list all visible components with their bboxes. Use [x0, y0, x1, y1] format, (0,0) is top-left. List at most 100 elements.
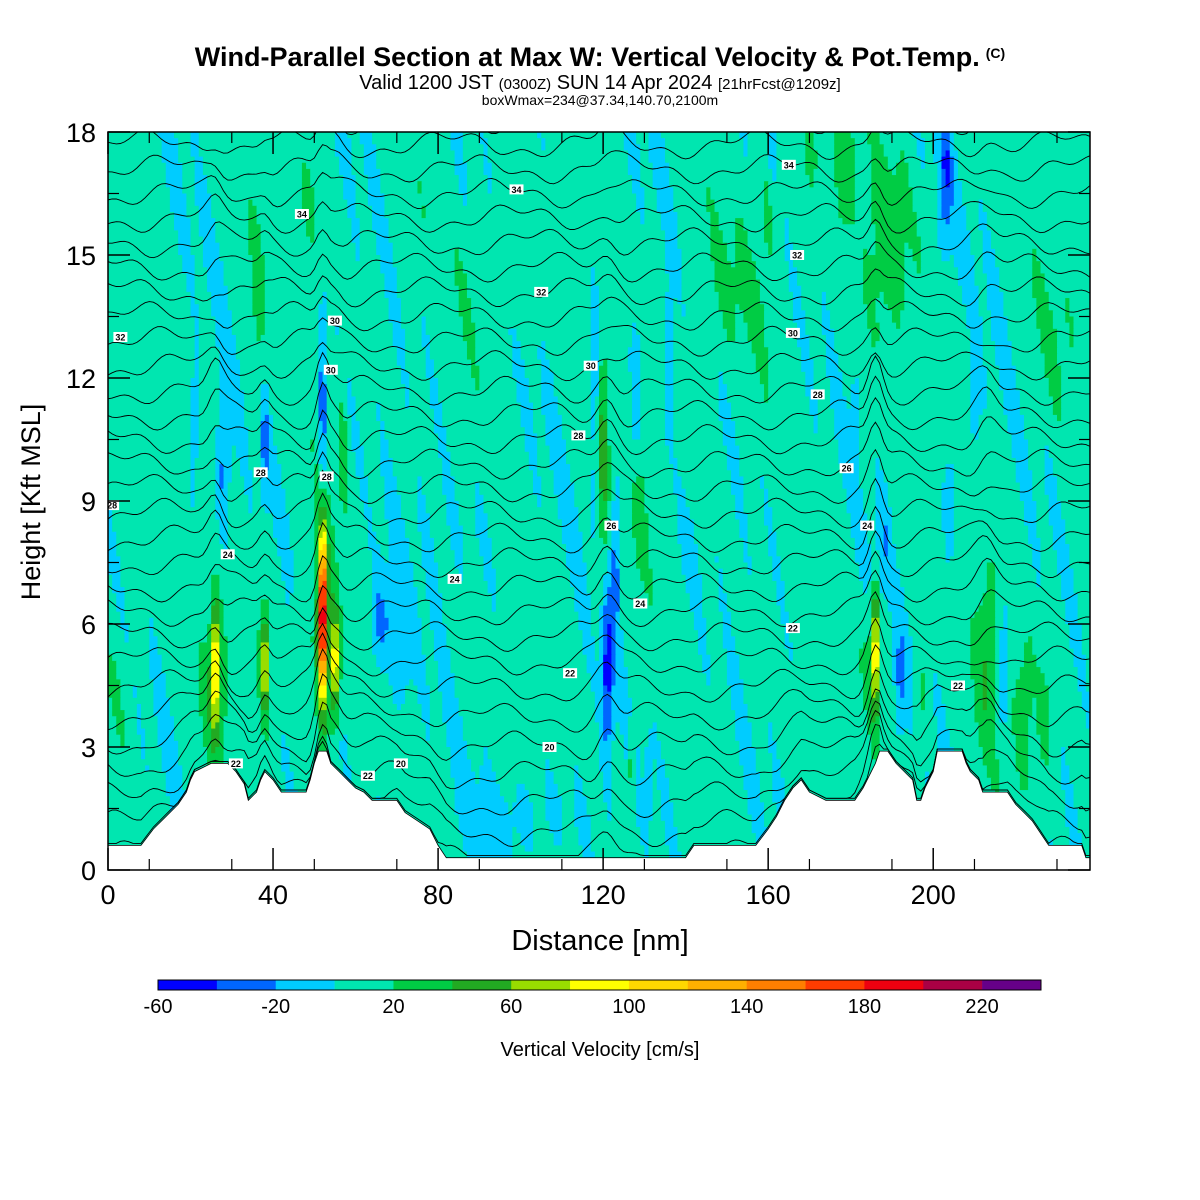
velocity-cell	[1007, 685, 1017, 693]
velocity-cell	[149, 765, 163, 773]
velocity-cell	[1061, 771, 1070, 779]
velocity-cell	[735, 716, 749, 723]
velocity-cell	[871, 328, 881, 336]
velocity-cell	[376, 242, 394, 250]
velocity-cell	[227, 667, 258, 674]
velocity-cell	[1044, 470, 1054, 477]
velocity-cell	[739, 304, 765, 311]
velocity-cell	[421, 316, 427, 324]
velocity-cell	[388, 316, 402, 324]
velocity-cell	[178, 753, 208, 760]
velocity-cell	[260, 236, 311, 244]
velocity-cell	[194, 193, 212, 201]
velocity-cell	[223, 482, 229, 490]
velocity-cell	[545, 814, 563, 822]
velocity-cell	[384, 279, 398, 287]
velocity-cell	[112, 574, 121, 582]
velocity-cell	[933, 685, 943, 693]
velocity-cell	[607, 494, 612, 502]
isentrope-line	[108, 448, 1090, 504]
isentrope-label-box	[542, 742, 557, 752]
velocity-cell	[211, 691, 220, 699]
velocity-cell	[838, 445, 860, 453]
velocity-cell	[1044, 353, 1058, 361]
velocity-cell	[1065, 519, 1090, 527]
velocity-cell	[611, 482, 617, 490]
velocity-cell	[351, 414, 357, 422]
velocity-cell	[314, 230, 353, 238]
velocity-cell	[318, 365, 328, 373]
velocity-cell	[611, 580, 621, 588]
velocity-cell	[999, 267, 1033, 275]
velocity-cell	[1028, 722, 1037, 730]
velocity-cell	[240, 359, 320, 367]
velocity-cell	[314, 470, 320, 477]
velocity-cell	[1032, 279, 1046, 287]
velocity-cell	[599, 642, 604, 650]
velocity-cell	[256, 648, 262, 656]
velocity-cell	[421, 205, 427, 213]
velocity-cell	[1065, 802, 1075, 810]
velocity-cell	[330, 556, 336, 564]
velocity-cell	[116, 599, 126, 607]
velocity-cell	[108, 703, 113, 711]
velocity-cell	[207, 716, 212, 723]
velocity-cell	[388, 298, 402, 305]
velocity-cell	[326, 580, 332, 588]
velocity-cell	[599, 304, 666, 311]
velocity-cell	[970, 248, 984, 256]
velocity-cell	[945, 476, 955, 484]
colorbar-swatch	[158, 980, 218, 990]
velocity-cell	[747, 334, 765, 342]
velocity-cell	[1028, 777, 1062, 785]
velocity-cell	[1052, 525, 1066, 533]
velocity-cell	[429, 525, 452, 533]
velocity-cell	[784, 642, 794, 650]
isentrope-label-box	[810, 389, 825, 400]
isentrope-line	[108, 709, 1090, 818]
velocity-cell	[231, 316, 258, 324]
velocity-cell	[314, 710, 320, 717]
velocity-cell	[788, 224, 877, 231]
velocity-cell	[471, 359, 476, 367]
velocity-cell	[157, 734, 175, 742]
isentrope-line	[108, 590, 1090, 652]
velocity-cell	[611, 574, 621, 582]
velocity-cell	[603, 716, 612, 723]
velocity-cell	[970, 630, 996, 637]
velocity-cell	[1028, 747, 1042, 754]
velocity-cell	[108, 187, 171, 195]
velocity-cell	[1052, 464, 1090, 471]
velocity-cell	[1032, 261, 1042, 268]
velocity-cell	[248, 242, 262, 250]
valid-main: Valid 1200 JST	[359, 72, 494, 94]
velocity-cell	[673, 347, 753, 354]
velocity-cell	[887, 494, 943, 502]
velocity-cell	[722, 378, 761, 385]
velocity-cell	[446, 513, 460, 521]
velocity-cell	[227, 673, 258, 680]
velocity-cell	[326, 691, 332, 699]
velocity-cell	[735, 439, 839, 447]
velocity-cell	[483, 132, 538, 139]
velocity-cell	[743, 765, 757, 773]
velocity-cell	[198, 304, 212, 311]
velocity-cell	[772, 168, 778, 176]
velocity-cell	[182, 181, 196, 188]
velocity-cell	[990, 236, 1090, 244]
velocity-cell	[867, 716, 872, 723]
velocity-cell	[784, 630, 790, 637]
velocity-cell	[792, 654, 860, 662]
velocity-cell	[599, 451, 608, 459]
velocity-cell	[817, 162, 835, 170]
velocity-cell	[735, 494, 745, 502]
velocity-cell	[982, 347, 996, 354]
velocity-cell	[945, 703, 976, 711]
velocity-cell	[772, 777, 786, 785]
velocity-cell	[343, 624, 373, 631]
velocity-cell	[219, 470, 225, 477]
velocity-cell	[673, 378, 720, 385]
isentrope-line	[108, 569, 1090, 628]
velocity-cell	[454, 255, 460, 262]
velocity-cell	[1015, 371, 1046, 379]
